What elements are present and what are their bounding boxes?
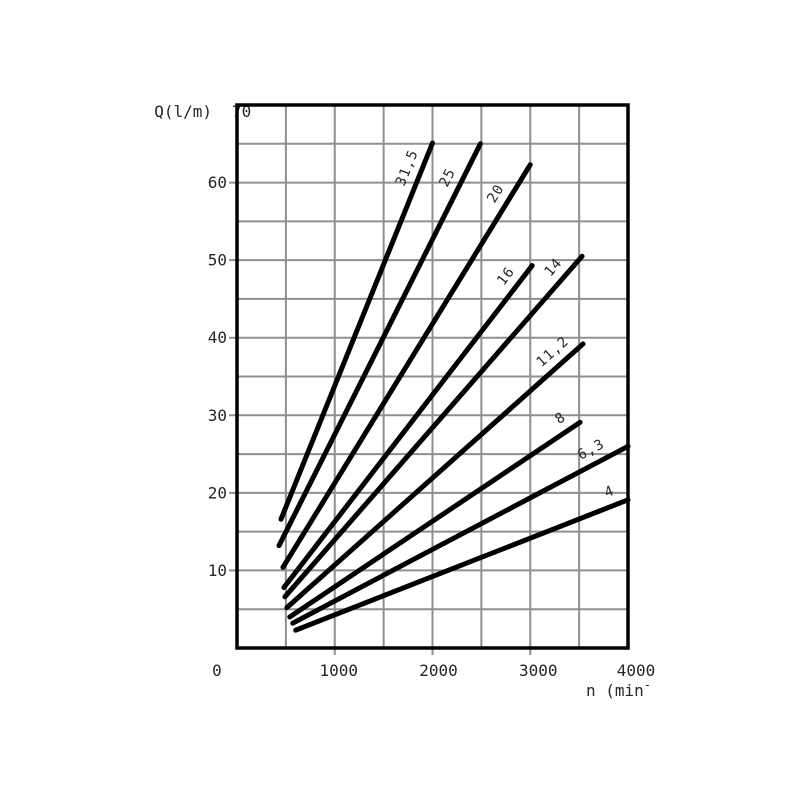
series-line-11-2 (284, 341, 586, 611)
x-tick-label-4000: 4000 (617, 661, 656, 680)
y-tick-label-50: 50 (208, 251, 227, 270)
series-line-16 (281, 263, 535, 590)
y-tick-label-10: 10 (208, 561, 227, 580)
y-tick-label-30: 30 (208, 406, 227, 425)
x-tick-label-3000: 3000 (519, 661, 558, 680)
x-tick-label-1000: 1000 (319, 661, 358, 680)
series-line-25 (276, 141, 483, 549)
x-axis-title: n (min- (586, 678, 651, 700)
series-line-31-5 (278, 140, 435, 522)
x-axis-title-superscript: - (644, 678, 651, 692)
plot-border (235, 103, 630, 650)
series-line-4 (293, 497, 631, 633)
series-label-20: 20 (484, 181, 508, 205)
series-line-8 (287, 419, 583, 620)
chart-frame (235, 0, 800, 800)
series-label-11-2: 11,2 (534, 333, 573, 370)
x-tick-label-2000: 2000 (419, 661, 458, 680)
y-tick-label-40: 40 (208, 328, 227, 347)
series-line-20 (280, 162, 533, 570)
y-tick-label-20: 20 (208, 483, 227, 502)
series-label-25: 25 (436, 166, 459, 190)
y-tick-label-60: 60 (208, 173, 227, 192)
x-tick-label-0: 0 (212, 661, 222, 680)
y-axis-title: Q(l/m) (154, 102, 212, 121)
series-line-6-3 (290, 443, 631, 626)
x-axis-title-text: n (min (586, 681, 644, 700)
series-line-14 (282, 253, 585, 600)
series-label-8: 8 (552, 409, 569, 428)
image-crop-overlay (655, 0, 800, 800)
